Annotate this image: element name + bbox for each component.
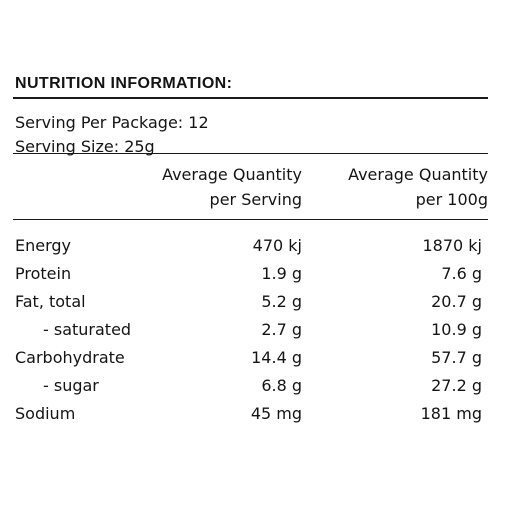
nutrient-label: Fat, total [15, 292, 86, 311]
per-100g-value: 7.6 g [441, 264, 482, 283]
nutrient-row-protein: Protein 1.9 g 7.6 g [13, 260, 488, 288]
column-header-line2: per Serving [209, 190, 302, 209]
column-header-line2: per 100g [415, 190, 488, 209]
column-header-per-100g: Average Quantity per 100g [348, 162, 488, 212]
nutrition-panel: NUTRITION INFORMATION: Serving Per Packa… [13, 71, 488, 428]
nutrient-row-fat-total: Fat, total 5.2 g 20.7 g [13, 288, 488, 316]
nutrient-label: Carbohydrate [15, 348, 125, 367]
column-header-row: Average Quantity per Serving Average Qua… [13, 154, 488, 219]
nutrient-row-energy: Energy 470 kj 1870 kj [13, 232, 488, 260]
per-100g-value: 10.9 g [431, 320, 482, 339]
nutrient-label: - sugar [43, 376, 99, 395]
per-100g-value: 20.7 g [431, 292, 482, 311]
column-header-per-serving: Average Quantity per Serving [162, 162, 302, 212]
per-serving-value: 14.4 g [251, 348, 302, 367]
per-serving-value: 6.8 g [261, 376, 302, 395]
nutrient-row-carbohydrate: Carbohydrate 14.4 g 57.7 g [13, 344, 488, 372]
nutrient-rows: Energy 470 kj 1870 kj Protein 1.9 g 7.6 … [13, 220, 488, 428]
nutrient-label: Sodium [15, 404, 76, 423]
column-header-line1: Average Quantity [162, 165, 302, 184]
column-header-line1: Average Quantity [348, 165, 488, 184]
header-divider [13, 219, 488, 220]
per-serving-value: 5.2 g [261, 292, 302, 311]
nutrient-row-sugar: - sugar 6.8 g 27.2 g [13, 372, 488, 400]
nutrient-label: Protein [15, 264, 72, 283]
serving-divider [13, 153, 488, 154]
serving-per-package: Serving Per Package: 12 [15, 113, 209, 132]
per-serving-value: 2.7 g [261, 320, 302, 339]
per-100g-value: 57.7 g [431, 348, 482, 367]
per-100g-value: 27.2 g [431, 376, 482, 395]
nutrient-label: - saturated [43, 320, 132, 339]
nutrient-row-saturated: - saturated 2.7 g 10.9 g [13, 316, 488, 344]
serving-size: Serving Size: 25g [15, 137, 155, 156]
per-serving-value: 45 mg [250, 404, 302, 423]
per-serving-value: 470 kj [252, 236, 302, 255]
serving-info: Serving Per Package: 12 Serving Size: 25… [13, 99, 488, 156]
nutrient-row-sodium: Sodium 45 mg 181 mg [13, 400, 488, 428]
per-serving-value: 1.9 g [261, 264, 302, 283]
nutrient-label: Energy [15, 236, 72, 255]
panel-title: NUTRITION INFORMATION: [15, 75, 233, 92]
per-100g-value: 1870 kj [422, 236, 482, 255]
title-divider [13, 97, 488, 99]
per-100g-value: 181 mg [420, 404, 482, 423]
